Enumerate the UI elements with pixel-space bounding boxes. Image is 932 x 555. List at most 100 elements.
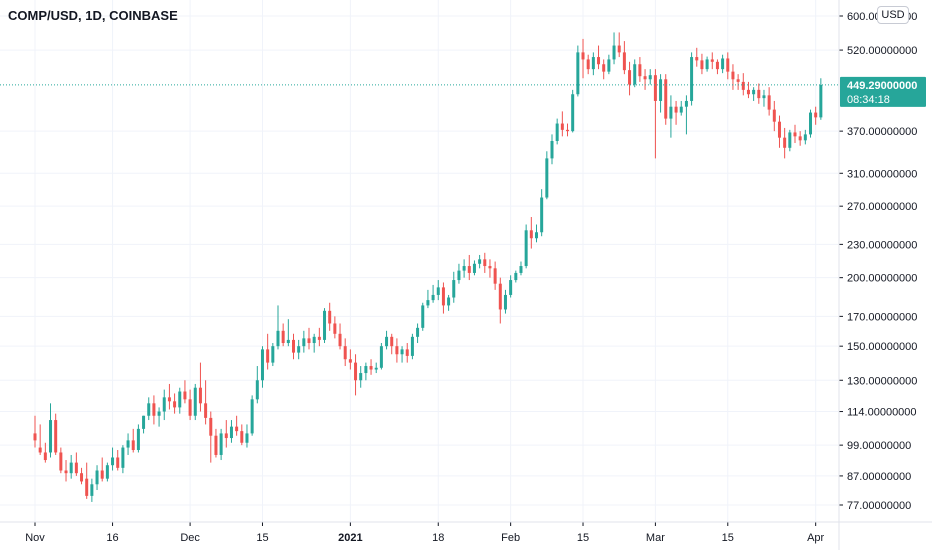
candle-body [576, 52, 580, 95]
candle-body [509, 280, 513, 295]
candle [95, 465, 99, 491]
candle-body [235, 426, 239, 432]
candle [726, 52, 730, 80]
candle-body [359, 373, 363, 381]
candle [772, 100, 776, 132]
candle [612, 32, 616, 65]
candle [260, 346, 264, 388]
y-tick-label: 520.00000000 [847, 45, 917, 57]
candle-body [467, 266, 471, 273]
candle [100, 457, 104, 482]
y-tick-label: 170.00000000 [847, 311, 917, 323]
candle-body [183, 391, 187, 400]
candle-body [426, 300, 430, 306]
candle-body [276, 330, 280, 347]
candle-body [736, 79, 740, 82]
candle-body [777, 121, 781, 138]
candle [302, 330, 306, 353]
candle [116, 450, 120, 471]
last-price-label: 449.29000000 [847, 80, 917, 92]
candle-body [416, 327, 420, 337]
candle [385, 330, 389, 350]
candle-body [679, 106, 683, 113]
candle [359, 366, 363, 388]
candle-body [607, 59, 611, 72]
candle [783, 127, 787, 159]
candle-body [43, 452, 47, 461]
candle [219, 428, 223, 461]
candle [710, 52, 714, 70]
candle-body [111, 457, 115, 466]
candle [669, 95, 673, 138]
candle [457, 263, 461, 284]
candle-body [721, 58, 725, 70]
candle-body [555, 123, 559, 141]
candle [571, 89, 575, 133]
candle [628, 61, 632, 96]
candle-body [622, 52, 626, 71]
candle [271, 343, 275, 367]
candle-body [441, 287, 445, 306]
candle [441, 282, 445, 314]
x-tick-label: 2021 [338, 532, 362, 544]
candle-body [436, 287, 440, 295]
candle-body [431, 294, 435, 301]
candle-body [178, 391, 182, 408]
candle [281, 323, 285, 347]
candle [731, 64, 735, 90]
candle-body [250, 399, 254, 434]
candle [788, 129, 792, 152]
candle-body [297, 346, 301, 353]
candle-body [74, 462, 78, 474]
candle-body [173, 401, 177, 408]
candle-body [131, 440, 135, 451]
candle-body [741, 81, 745, 90]
y-tick-label: 270.00000000 [847, 201, 917, 213]
candle-body [354, 362, 358, 381]
candle-body [343, 346, 347, 360]
candle-body [271, 346, 275, 363]
candle-body [229, 426, 233, 439]
candle [550, 134, 554, 165]
candle [586, 54, 590, 75]
candle-body [105, 465, 109, 479]
candle-body [245, 433, 249, 443]
candle [157, 407, 161, 427]
candle [524, 224, 528, 269]
candle [64, 460, 68, 482]
candle-body [710, 59, 714, 62]
x-tick-label: Feb [501, 532, 520, 544]
candle-body [193, 387, 197, 416]
candle [69, 454, 73, 479]
candle [38, 424, 42, 455]
candle [188, 389, 192, 421]
candle-body [793, 132, 797, 137]
candle [59, 447, 63, 474]
x-tick-label: Mar [646, 532, 665, 544]
candle [503, 289, 507, 314]
candle-body [292, 339, 295, 353]
candle [674, 100, 678, 125]
candle-body [312, 336, 316, 344]
candle-body [142, 415, 146, 429]
candle-body [85, 478, 89, 496]
candle-body [281, 330, 285, 344]
candle-body [767, 95, 771, 110]
currency-button[interactable]: USD [877, 6, 909, 24]
x-tick-label: 15 [256, 532, 268, 544]
candle [679, 100, 683, 116]
candle-body [162, 397, 166, 412]
candle [622, 41, 626, 75]
candle [245, 424, 249, 448]
candle [426, 289, 430, 309]
candle [664, 74, 668, 125]
candle [498, 277, 502, 324]
candle [462, 259, 466, 278]
candle-body [752, 89, 756, 95]
candle-body [746, 89, 750, 95]
candle [715, 59, 719, 75]
candle-body [788, 132, 792, 148]
y-tick-label: 130.00000000 [847, 375, 917, 387]
